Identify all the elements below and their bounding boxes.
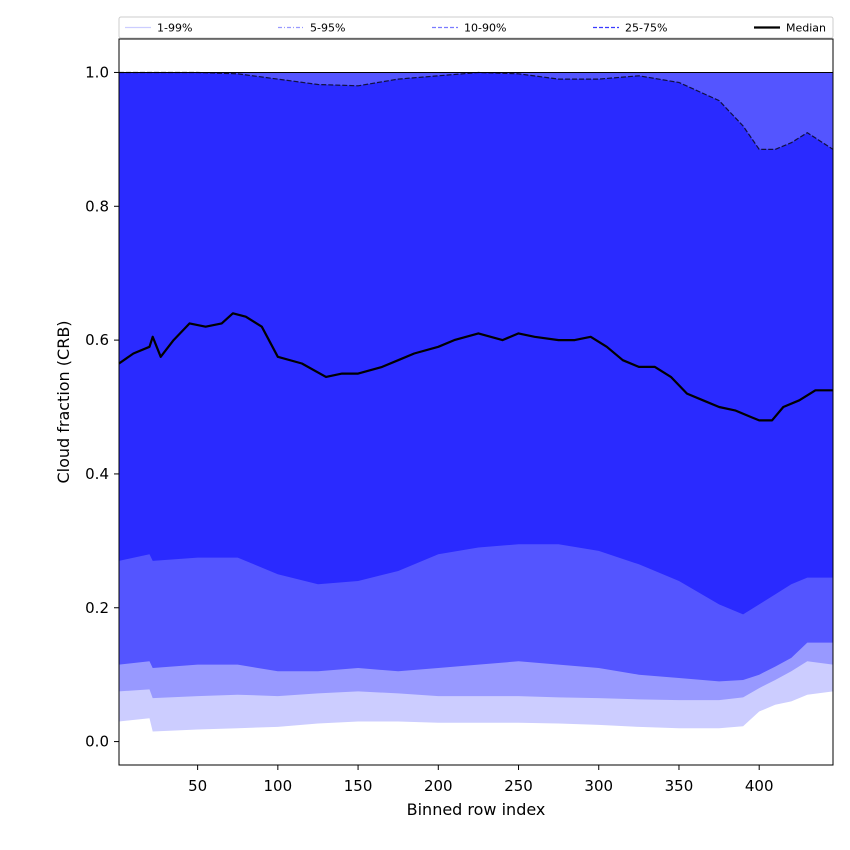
y-axis-title: Cloud fraction (CRB) xyxy=(54,320,73,483)
x-tick-label: 350 xyxy=(665,777,694,795)
legend-box xyxy=(118,16,834,39)
x-tick-label: 300 xyxy=(584,777,613,795)
y-tick-label: 1.0 xyxy=(85,63,109,81)
x-axis-title: Binned row index xyxy=(407,800,546,819)
legend-label: 10-90% xyxy=(464,22,506,35)
median-series xyxy=(118,312,833,422)
x-tick-label: 100 xyxy=(264,777,293,795)
x-tick-label: 150 xyxy=(344,777,373,795)
y-tick-label: 0.6 xyxy=(85,331,109,349)
band-25-75pct xyxy=(119,72,833,615)
y-tick-label: 0.2 xyxy=(85,599,109,617)
x-tick-label: 400 xyxy=(745,777,774,795)
y-tick-label: 0.0 xyxy=(85,733,109,751)
x-tick-label: 200 xyxy=(424,777,453,795)
legend-label: 25-75% xyxy=(625,22,667,35)
median-line xyxy=(118,312,833,422)
legend: 1-99% 5-95% 10-90% 25-75% Median xyxy=(118,16,834,39)
band-edges xyxy=(119,71,834,150)
legend-label: Median xyxy=(786,22,826,35)
x-tick-label: 50 xyxy=(188,777,207,795)
legend-label: 5-95% xyxy=(310,22,345,35)
x-tick-label: 250 xyxy=(504,777,533,795)
percentile-bands xyxy=(119,72,833,732)
legend-label: 1-99% xyxy=(157,22,192,35)
y-tick-label: 0.8 xyxy=(85,197,109,215)
y-axis: 0.0 0.2 0.4 0.6 0.8 1.0 xyxy=(85,63,119,751)
band-upper-edge xyxy=(119,71,834,150)
x-axis: 50 100 150 200 250 300 350 400 xyxy=(188,765,774,795)
y-tick-label: 0.4 xyxy=(85,465,109,483)
plot-frame xyxy=(118,38,834,766)
